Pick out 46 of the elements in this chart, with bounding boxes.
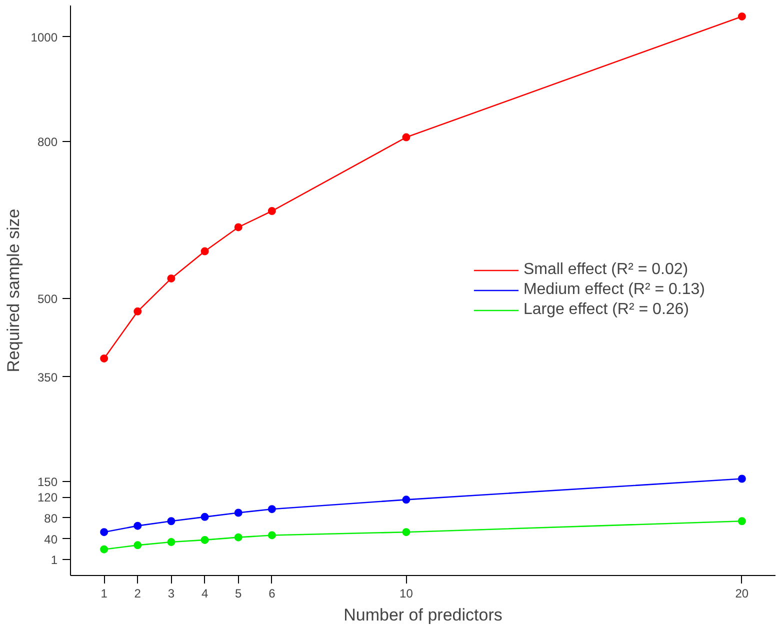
x-tick-label: 20: [735, 586, 749, 600]
legend-label: Medium effect (R² = 0.13): [523, 281, 705, 299]
point: [167, 538, 176, 546]
point: [100, 354, 108, 362]
y-tick-label: 350: [37, 370, 58, 384]
x-tick-label: 2: [134, 586, 142, 600]
point: [268, 505, 276, 514]
point: [738, 517, 746, 526]
point: [234, 223, 242, 232]
point: [134, 522, 142, 530]
point: [100, 528, 108, 536]
point: [738, 12, 746, 20]
point: [167, 274, 176, 282]
point: [200, 247, 209, 256]
x-tick-label: 1: [100, 586, 108, 600]
point: [402, 496, 410, 504]
point: [268, 531, 276, 540]
y-tick-label: 80: [44, 511, 58, 526]
x-tick-label: 4: [201, 586, 208, 600]
point: [402, 133, 410, 142]
x-tick-label: 3: [168, 586, 175, 600]
y-tick-label: 150: [37, 474, 58, 489]
y-tick-label: 40: [44, 532, 58, 546]
point: [134, 307, 142, 316]
point: [738, 474, 746, 483]
point: [402, 528, 410, 536]
legend-label: Small effect (R² = 0.02): [523, 261, 688, 279]
point: [268, 207, 276, 216]
point: [234, 533, 242, 542]
point: [100, 545, 108, 554]
x-tick-label: 5: [235, 586, 242, 600]
x-tick-label: 6: [268, 586, 276, 600]
y-axis-title: Required sample size: [4, 208, 23, 372]
y-tick-label: 120: [37, 490, 58, 505]
x-tick-label: 10: [400, 586, 414, 600]
y-tick-label: 1000: [30, 30, 58, 44]
point: [200, 512, 209, 521]
y-tick-label: 1: [50, 552, 58, 567]
point: [167, 517, 176, 526]
x-axis-title: Number of predictors: [344, 606, 502, 624]
legend-label: Large effect (R² = 0.26): [523, 301, 690, 319]
point: [134, 541, 142, 550]
y-tick-label: 800: [37, 134, 58, 149]
point: [234, 508, 242, 517]
y-tick-label: 500: [37, 292, 58, 306]
point: [200, 536, 209, 544]
